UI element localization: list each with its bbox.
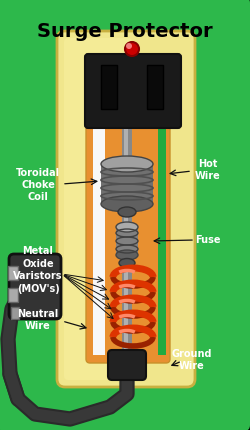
- Bar: [93, 98, 105, 355]
- Text: Neutral
Wire: Neutral Wire: [18, 308, 59, 330]
- Bar: [11, 307, 19, 319]
- FancyBboxPatch shape: [108, 350, 146, 380]
- FancyBboxPatch shape: [86, 91, 170, 363]
- FancyBboxPatch shape: [9, 255, 61, 319]
- Bar: [101, 165, 153, 205]
- Bar: [122, 130, 132, 354]
- Ellipse shape: [116, 222, 138, 233]
- Bar: [116, 227, 138, 255]
- Ellipse shape: [116, 250, 138, 261]
- Circle shape: [125, 43, 139, 57]
- Ellipse shape: [119, 259, 135, 268]
- Text: Hot
Wire: Hot Wire: [195, 158, 221, 181]
- Bar: [124, 130, 128, 354]
- Text: Toroidal
Choke
Coil: Toroidal Choke Coil: [16, 167, 60, 202]
- Text: Ground
Wire: Ground Wire: [172, 348, 212, 370]
- Text: Metal
Oxide
Varistors
(MOV's): Metal Oxide Varistors (MOV's): [13, 246, 63, 293]
- Bar: [8, 266, 18, 280]
- Bar: [101, 66, 117, 110]
- Bar: [147, 66, 163, 110]
- Ellipse shape: [101, 157, 153, 172]
- Ellipse shape: [101, 197, 153, 212]
- FancyBboxPatch shape: [85, 55, 181, 129]
- Text: Fuse: Fuse: [195, 234, 221, 244]
- FancyBboxPatch shape: [64, 39, 132, 380]
- FancyBboxPatch shape: [57, 32, 195, 387]
- Bar: [8, 289, 18, 302]
- Ellipse shape: [118, 208, 136, 218]
- Bar: [158, 98, 166, 355]
- Circle shape: [126, 44, 132, 50]
- Text: Surge Protector: Surge Protector: [37, 22, 213, 41]
